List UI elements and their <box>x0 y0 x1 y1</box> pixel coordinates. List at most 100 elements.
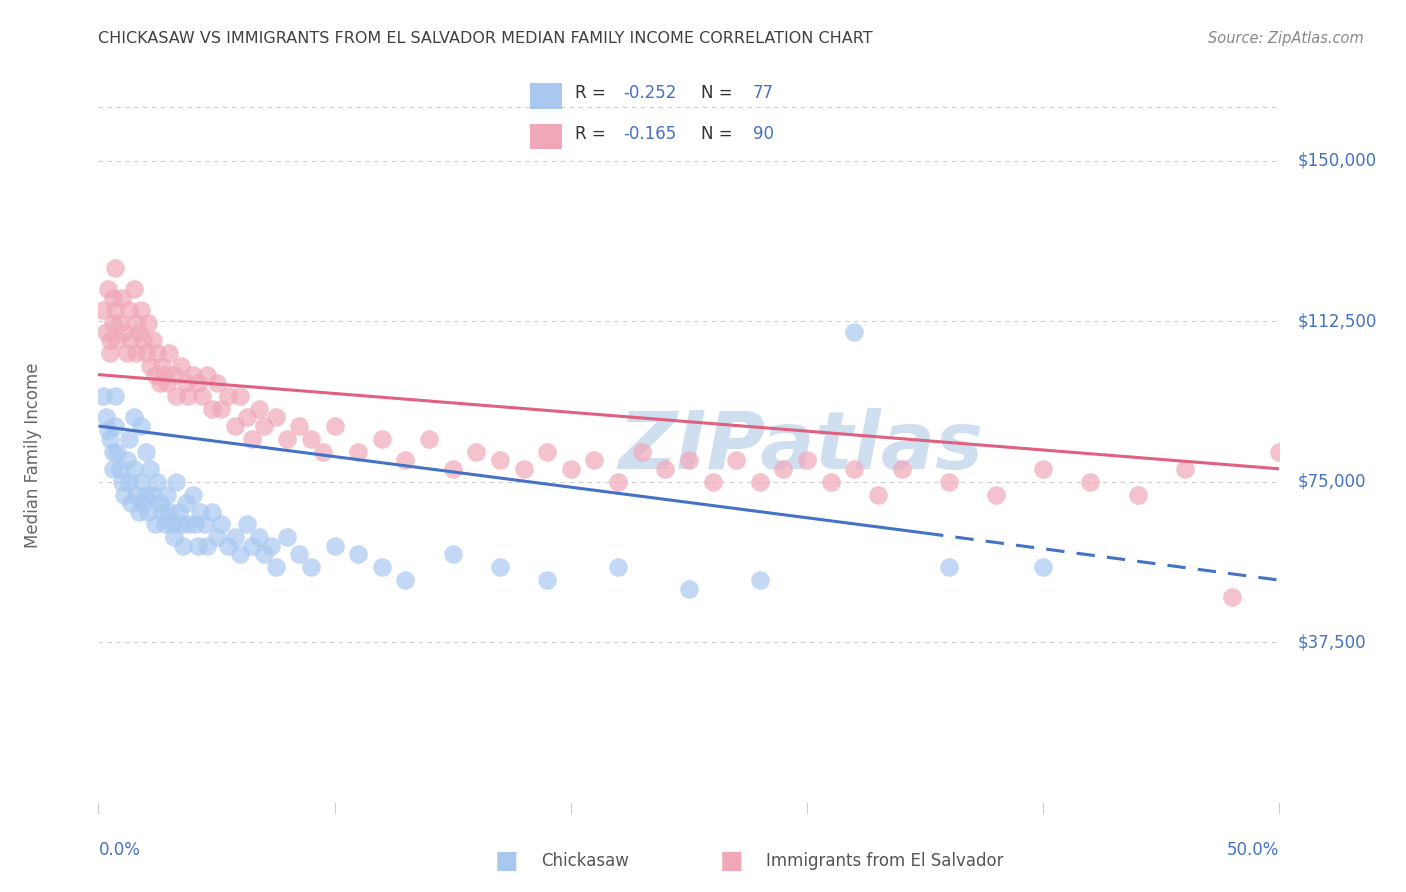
Point <box>984 487 1007 501</box>
Point <box>394 453 416 467</box>
Point <box>217 389 239 403</box>
Point <box>536 573 558 587</box>
Point <box>240 539 263 553</box>
Point <box>122 462 145 476</box>
Point <box>323 419 346 434</box>
Point <box>890 462 912 476</box>
Point <box>143 368 166 382</box>
Point <box>139 462 162 476</box>
Text: $75,000: $75,000 <box>1298 473 1365 491</box>
Point <box>160 517 183 532</box>
Point <box>108 316 131 330</box>
Text: R =: R = <box>575 85 612 103</box>
FancyBboxPatch shape <box>530 124 562 149</box>
Point <box>146 475 169 489</box>
Point <box>748 573 770 587</box>
Point <box>441 548 464 562</box>
Point <box>253 548 276 562</box>
Point <box>174 376 197 391</box>
Point <box>170 359 193 373</box>
Point <box>844 462 866 476</box>
Point <box>247 530 270 544</box>
Text: -0.252: -0.252 <box>624 85 678 103</box>
Text: Chickasaw: Chickasaw <box>541 852 630 870</box>
Point <box>118 475 141 489</box>
Text: N =: N = <box>702 125 738 143</box>
Point <box>142 334 165 348</box>
Point <box>135 487 157 501</box>
Text: Source: ZipAtlas.com: Source: ZipAtlas.com <box>1208 31 1364 46</box>
Point <box>441 462 464 476</box>
Point <box>122 410 145 425</box>
Point <box>371 560 394 574</box>
Point <box>104 303 127 318</box>
Point <box>866 487 889 501</box>
Point <box>253 419 276 434</box>
Point <box>323 539 346 553</box>
Text: ZIPatlas: ZIPatlas <box>619 409 983 486</box>
Point <box>94 325 117 339</box>
Point <box>98 432 121 446</box>
Point <box>98 334 121 348</box>
Point <box>125 487 148 501</box>
Point <box>205 376 228 391</box>
Point <box>125 316 148 330</box>
Point <box>91 389 114 403</box>
Point <box>165 475 187 489</box>
Point <box>122 282 145 296</box>
Point <box>170 517 193 532</box>
Point <box>702 475 724 489</box>
Point <box>512 462 534 476</box>
Point <box>97 423 120 437</box>
Point <box>174 496 197 510</box>
Point <box>264 560 287 574</box>
Point <box>264 410 287 425</box>
Point <box>371 432 394 446</box>
Point <box>236 410 259 425</box>
Point <box>101 316 124 330</box>
Point <box>150 505 173 519</box>
Point <box>94 410 117 425</box>
Point <box>121 334 143 348</box>
Text: Median Family Income: Median Family Income <box>24 362 42 548</box>
Point <box>177 517 200 532</box>
Point <box>104 260 127 275</box>
Point <box>725 453 748 467</box>
Point <box>157 346 180 360</box>
Text: ■: ■ <box>720 849 742 872</box>
Point <box>1220 591 1243 605</box>
Point <box>276 530 298 544</box>
Point <box>536 444 558 458</box>
Point <box>143 517 166 532</box>
Point <box>820 475 842 489</box>
Point <box>132 334 155 348</box>
Point <box>187 539 209 553</box>
Point <box>607 560 630 574</box>
Point <box>844 325 866 339</box>
Point <box>195 368 218 382</box>
Point <box>156 487 179 501</box>
Point <box>105 444 128 458</box>
Text: $150,000: $150,000 <box>1298 152 1376 169</box>
Point <box>938 560 960 574</box>
Point <box>583 453 606 467</box>
Text: 50.0%: 50.0% <box>1227 841 1279 859</box>
Point <box>205 530 228 544</box>
Point <box>1032 560 1054 574</box>
Point <box>418 432 440 446</box>
Point <box>195 539 218 553</box>
Point <box>163 368 186 382</box>
Point <box>129 303 152 318</box>
Point <box>121 496 143 510</box>
Point <box>149 496 172 510</box>
Point <box>347 548 370 562</box>
Text: 77: 77 <box>754 85 775 103</box>
Point <box>177 389 200 403</box>
Point <box>194 517 217 532</box>
Text: N =: N = <box>702 85 738 103</box>
Point <box>105 334 128 348</box>
Point <box>678 453 700 467</box>
Point <box>101 444 124 458</box>
Text: 90: 90 <box>754 125 775 143</box>
Point <box>153 517 176 532</box>
